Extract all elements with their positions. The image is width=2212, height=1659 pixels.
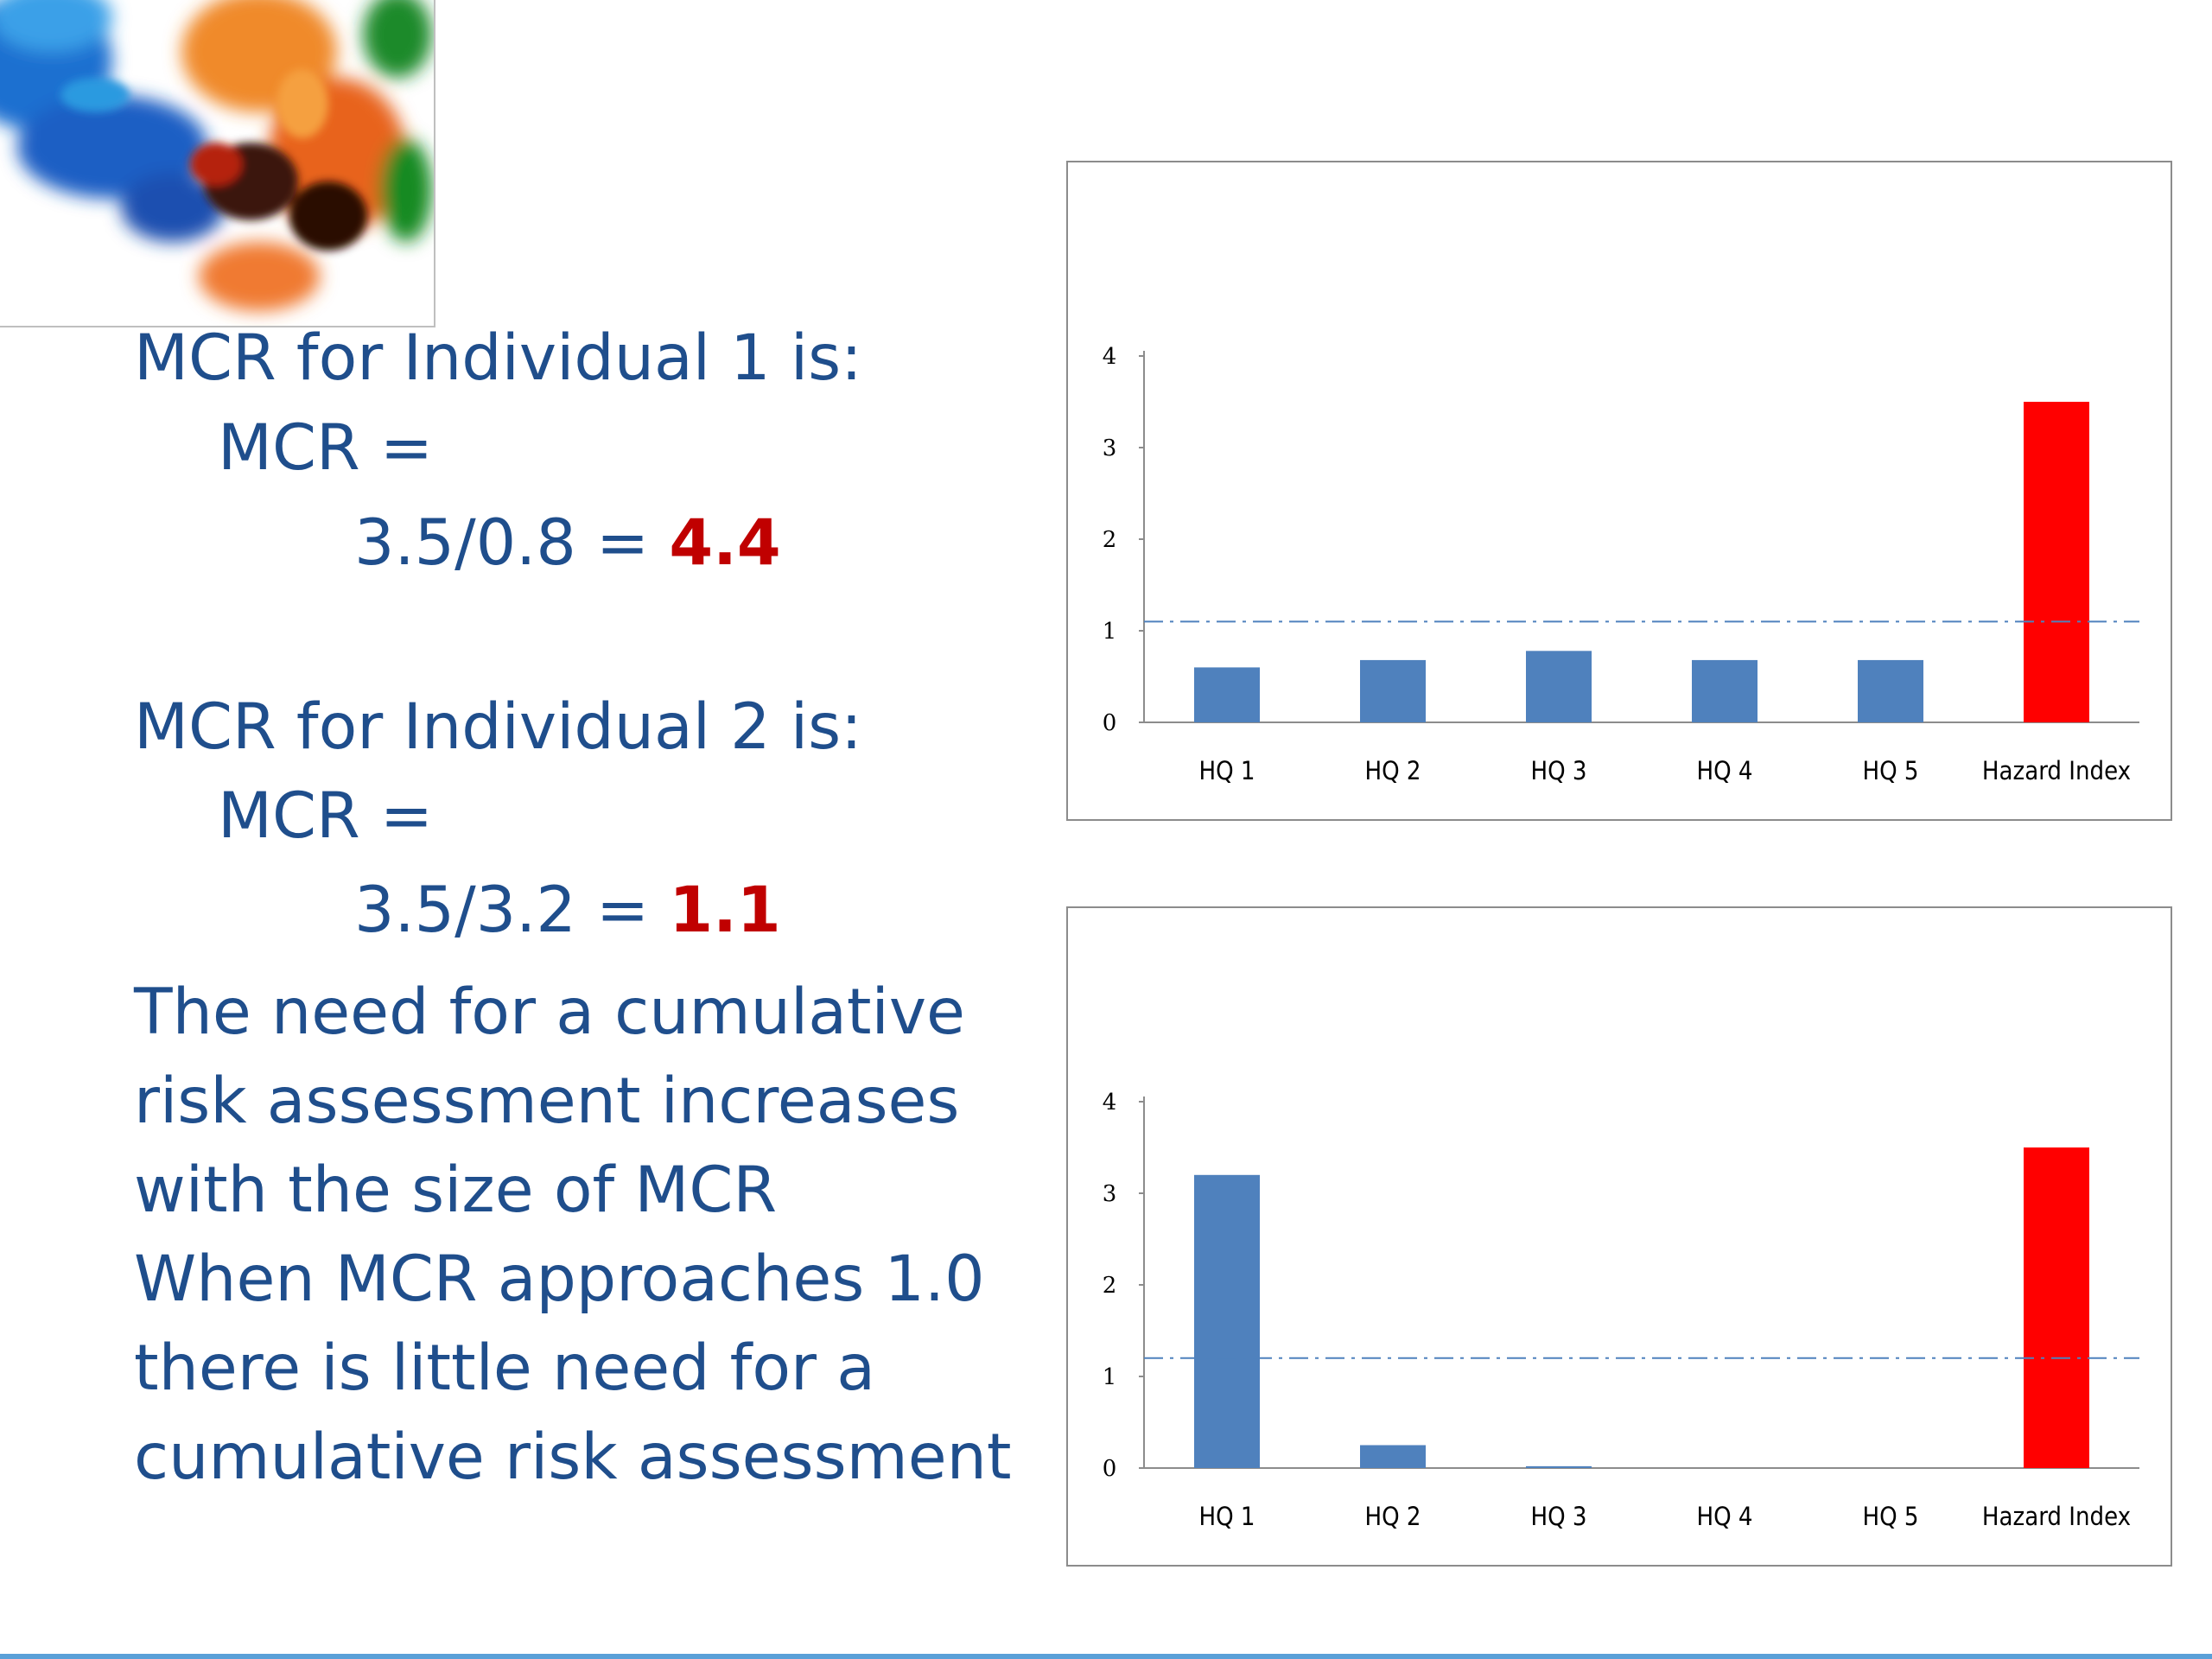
bar-hq-2 <box>1360 1445 1426 1468</box>
chart-2-plot: 0 1 2 3 4 HQ 1 HQ 2 HQ 3 HQ 4 HQ 5 Hazard Index <box>1103 1090 2139 1531</box>
bar-hq-4 <box>1692 659 1758 722</box>
paragraph-line: The need for a cumulative <box>134 976 965 1049</box>
ind1-mcr-label: MCR = <box>218 411 434 485</box>
bottom-accent-bar <box>0 1654 2212 1659</box>
ind2-calculation: 3.5/3.2 = 1.1 <box>354 879 781 942</box>
bar-hq-1 <box>1194 1174 1260 1468</box>
chart-1-plot: 0 1 2 3 4 HQ 1 HQ 2 HQ 3 HQ 4 HQ 5 Hazard Index <box>1103 344 2139 785</box>
y-tick-label: 4 <box>1103 1090 1117 1116</box>
x-category-label: HQ 3 <box>1530 1502 1586 1531</box>
ind2-calc-expression: 3.5/3.2 = <box>354 874 650 947</box>
ind2-result: 1.1 <box>669 874 781 947</box>
x-category-label: HQ 4 <box>1696 756 1752 785</box>
x-category-label: HQ 4 <box>1696 1502 1752 1531</box>
paragraph-line: risk assessment increases <box>134 1065 960 1138</box>
y-tick-label: 1 <box>1103 1364 1117 1390</box>
bar-hq-3 <box>1526 651 1592 722</box>
ind1-result: 4.4 <box>669 506 781 580</box>
y-tick-label: 4 <box>1103 344 1117 370</box>
x-category-label: HQ 3 <box>1530 756 1586 785</box>
y-tick-label: 3 <box>1103 1181 1117 1207</box>
bar-hq-3 <box>1526 1465 1592 1468</box>
bar-hazard-index <box>2024 1147 2089 1468</box>
x-category-label: Hazard Index <box>1982 1502 2131 1531</box>
paragraph-line: When MCR approaches 1.0 <box>134 1243 985 1316</box>
y-tick-label: 0 <box>1103 1456 1117 1482</box>
bar-hazard-index <box>2024 402 2089 722</box>
y-tick-label: 3 <box>1103 435 1117 461</box>
ind1-calc-expression: 3.5/0.8 = <box>354 506 650 580</box>
x-category-label: HQ 1 <box>1198 756 1255 785</box>
bar-hq-5 <box>1858 659 1923 722</box>
ind1-heading: MCR for Individual 1 is: <box>134 321 862 395</box>
x-category-label: HQ 2 <box>1364 756 1421 785</box>
ind2-heading: MCR for Individual 2 is: <box>134 690 862 764</box>
ind1-calculation: 3.5/0.8 = 4.4 <box>354 512 781 575</box>
paragraph-line: with the size of MCR <box>134 1154 778 1227</box>
ink-splash-image <box>0 0 435 327</box>
y-tick-label: 2 <box>1103 527 1117 553</box>
y-tick-label: 0 <box>1103 710 1117 736</box>
paragraph-line: cumulative risk assessment <box>134 1421 1012 1494</box>
y-tick-label: 2 <box>1103 1273 1117 1299</box>
bar-hq-2 <box>1360 659 1426 722</box>
bar-hq-1 <box>1194 667 1260 722</box>
paragraph-line: there is little need for a <box>134 1332 875 1405</box>
y-tick-label: 1 <box>1103 619 1117 645</box>
chart-individual-2: 0 1 2 3 4 HQ 1 HQ 2 HQ 3 HQ 4 HQ 5 Hazard Index <box>1066 906 2172 1567</box>
ind2-mcr-label: MCR = <box>218 779 434 853</box>
explanation-paragraph: The need for a cumulative risk assessmen… <box>134 968 1012 1502</box>
x-category-label: HQ 5 <box>1862 756 1918 785</box>
chart-individual-1: 0 1 2 3 4 HQ 1 HQ 2 HQ 3 HQ 4 HQ 5 Hazard Index <box>1066 161 2172 821</box>
x-category-label: HQ 1 <box>1198 1502 1255 1531</box>
x-category-label: HQ 2 <box>1364 1502 1421 1531</box>
x-category-label: HQ 5 <box>1862 1502 1918 1531</box>
x-category-label: Hazard Index <box>1982 756 2131 785</box>
ink-splash-graphic <box>0 0 432 311</box>
